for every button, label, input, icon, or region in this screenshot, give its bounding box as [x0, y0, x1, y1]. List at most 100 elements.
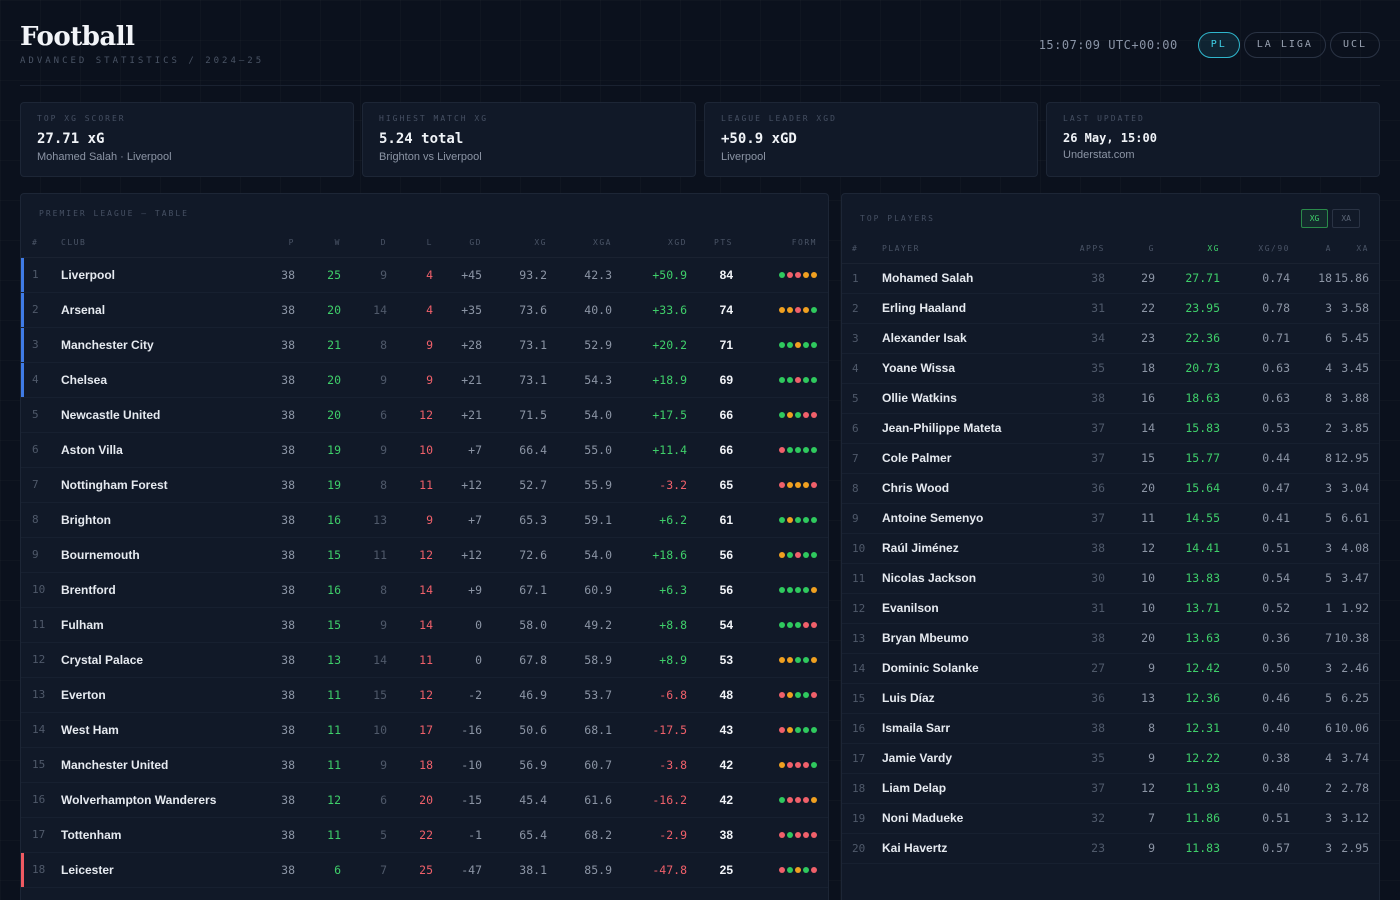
col-form-header[interactable]: FORM — [735, 229, 828, 258]
table-row[interactable]: 18 Leicester 38 6 7 25 -47 38.1 85.9 -47.8 25 — [21, 852, 828, 888]
table-row[interactable]: 8 Brighton 38 16 13 9 +7 65.3 59.1 +6.2 61 — [21, 502, 828, 538]
player-row[interactable]: 4 Yoane Wissa 35 18 20.73 0.63 4 3.45 — [842, 353, 1379, 384]
toggle-xg[interactable]: XG — [1300, 209, 1329, 228]
player-row[interactable]: 17 Jamie Vardy 35 9 12.22 0.38 4 3.74 — [842, 743, 1379, 774]
player-row[interactable]: 18 Liam Delap 37 12 11.93 0.40 2 2.78 — [842, 773, 1379, 804]
club-name[interactable]: West Ham — [61, 712, 251, 748]
table-row[interactable]: 10 Brentford 38 16 8 14 +9 67.1 60.9 +6.3 56 — [21, 572, 828, 608]
club-name[interactable]: Tottenham — [61, 817, 251, 853]
player-name[interactable]: Kai Havertz — [882, 833, 1032, 864]
club-name[interactable]: Aston Villa — [61, 432, 251, 468]
player-name[interactable]: Bryan Mbeumo — [882, 623, 1032, 654]
player-name[interactable]: Alexander Isak — [882, 323, 1032, 354]
table-row[interactable]: 2 Arsenal 38 20 14 4 +35 73.6 40.0 +33.6 74 — [21, 292, 828, 328]
col-d-header[interactable]: D — [343, 229, 389, 258]
player-row[interactable]: 19 Noni Madueke 32 7 11.86 0.51 3 3.12 — [842, 803, 1379, 834]
col-club-header[interactable]: CLUB — [61, 229, 251, 258]
table-row[interactable]: 4 Chelsea 38 20 9 9 +21 73.1 54.3 +18.9 69 — [21, 362, 828, 398]
league-tab-pl[interactable]: PL — [1197, 32, 1240, 58]
player-name[interactable]: Ismaila Sarr — [882, 713, 1032, 744]
col-pos-header[interactable]: # — [21, 229, 61, 258]
player-name[interactable]: Erling Haaland — [882, 293, 1032, 324]
player-row[interactable]: 2 Erling Haaland 31 22 23.95 0.78 3 3.58 — [842, 293, 1379, 324]
player-name[interactable]: Raúl Jiménez — [882, 533, 1032, 564]
player-name[interactable]: Dominic Solanke — [882, 653, 1032, 684]
table-row[interactable]: 17 Tottenham 38 11 5 22 -1 65.4 68.2 -2.9 38 — [21, 817, 828, 853]
player-name[interactable]: Chris Wood — [882, 473, 1032, 504]
col-p-header[interactable]: P — [251, 229, 297, 258]
player-row[interactable]: 1 Mohamed Salah 38 29 27.71 0.74 18 15.86 — [842, 263, 1379, 294]
player-row[interactable]: 8 Chris Wood 36 20 15.64 0.47 3 3.04 — [842, 473, 1379, 504]
league-tab-la-liga[interactable]: LA LIGA — [1243, 32, 1326, 58]
player-row[interactable]: 13 Bryan Mbeumo 38 20 13.63 0.36 7 10.38 — [842, 623, 1379, 654]
table-row[interactable]: 13 Everton 38 11 15 12 -2 46.9 53.7 -6.8 48 — [21, 677, 828, 713]
club-name[interactable]: Manchester City — [61, 327, 251, 363]
player-row[interactable]: 10 Raúl Jiménez 38 12 14.41 0.51 3 4.08 — [842, 533, 1379, 564]
table-row[interactable]: 1 Liverpool 38 25 9 4 +45 93.2 42.3 +50.9 84 — [21, 257, 828, 293]
col-g-header[interactable]: G — [1107, 235, 1157, 264]
col-pts-header[interactable]: PTS — [689, 229, 735, 258]
table-row[interactable]: 5 Newcastle United 38 20 6 12 +21 71.5 54.0 +17.5… — [21, 397, 828, 433]
player-row[interactable]: 12 Evanilson 31 10 13.71 0.52 1 1.92 — [842, 593, 1379, 624]
club-name[interactable]: Manchester United — [61, 747, 251, 783]
table-row[interactable]: 11 Fulham 38 15 9 14 0 58.0 49.2 +8.8 54 — [21, 607, 828, 643]
table-row[interactable]: 16 Wolverhampton Wanderers 38 12 6 20 -15 45.4 6… — [21, 782, 828, 818]
table-row[interactable]: 15 Manchester United 38 11 9 18 -10 56.9 60.7 -3.… — [21, 747, 828, 783]
club-name[interactable]: Newcastle United — [61, 397, 251, 433]
club-name[interactable]: Leicester — [61, 852, 251, 888]
col-apps-header[interactable]: APPS — [1032, 235, 1107, 264]
player-name[interactable]: Luis Díaz — [882, 683, 1032, 714]
player-name[interactable]: Jamie Vardy — [882, 743, 1032, 774]
table-row[interactable]: 14 West Ham 38 11 10 17 -16 50.6 68.1 -17.5 43 — [21, 712, 828, 748]
player-row[interactable]: 16 Ismaila Sarr 38 8 12.31 0.40 6 10.06 — [842, 713, 1379, 744]
table-row[interactable]: 9 Bournemouth 38 15 11 12 +12 72.6 54.0 +18.6 56 — [21, 537, 828, 573]
player-row[interactable]: 5 Ollie Watkins 38 16 18.63 0.63 8 3.88 — [842, 383, 1379, 414]
club-name[interactable]: Nottingham Forest — [61, 467, 251, 503]
player-row[interactable]: 14 Dominic Solanke 27 9 12.42 0.50 3 2.46 — [842, 653, 1379, 684]
col-w-header[interactable]: W — [297, 229, 343, 258]
club-name[interactable]: Wolverhampton Wanderers — [61, 782, 251, 818]
player-name[interactable]: Jean-Philippe Mateta — [882, 413, 1032, 444]
table-row[interactable]: 12 Crystal Palace 38 13 14 11 0 67.8 58.9 +8.9 53 — [21, 642, 828, 678]
player-name[interactable]: Liam Delap — [882, 773, 1032, 804]
col-xa-header[interactable]: XA — [1334, 235, 1379, 264]
player-row[interactable]: 11 Nicolas Jackson 30 10 13.83 0.54 5 3.47 — [842, 563, 1379, 594]
club-name[interactable]: Chelsea — [61, 362, 251, 398]
col-rank-header[interactable]: # — [842, 235, 882, 264]
player-name[interactable]: Mohamed Salah — [882, 263, 1032, 294]
player-name[interactable]: Nicolas Jackson — [882, 563, 1032, 594]
player-row[interactable]: 9 Antoine Semenyo 37 11 14.55 0.41 5 6.61 — [842, 503, 1379, 534]
col-xgd-header[interactable]: XGD — [614, 229, 689, 258]
col-player-header[interactable]: PLAYER — [882, 235, 1032, 264]
club-name[interactable]: Bournemouth — [61, 537, 251, 573]
player-name[interactable]: Ollie Watkins — [882, 383, 1032, 414]
club-name[interactable]: Arsenal — [61, 292, 251, 328]
club-name[interactable]: Brentford — [61, 572, 251, 608]
col-xg90-header[interactable]: XG/90 — [1222, 235, 1292, 264]
player-name[interactable]: Evanilson — [882, 593, 1032, 624]
club-name[interactable]: Liverpool — [61, 257, 251, 293]
col-a-header[interactable]: A — [1292, 235, 1334, 264]
player-row[interactable]: 7 Cole Palmer 37 15 15.77 0.44 8 12.95 — [842, 443, 1379, 474]
toggle-xa[interactable]: XA — [1332, 209, 1360, 228]
league-tab-ucl[interactable]: UCL — [1329, 32, 1380, 58]
player-name[interactable]: Antoine Semenyo — [882, 503, 1032, 534]
col-l-header[interactable]: L — [389, 229, 435, 258]
table-row[interactable]: 7 Nottingham Forest 38 19 8 11 +12 52.7 55.9 -3.2… — [21, 467, 828, 503]
table-row[interactable]: 3 Manchester City 38 21 8 9 +28 73.1 52.9 +20.2 71 — [21, 327, 828, 363]
player-name[interactable]: Noni Madueke — [882, 803, 1032, 834]
player-row[interactable]: 3 Alexander Isak 34 23 22.36 0.71 6 5.45 — [842, 323, 1379, 354]
col-xg-header[interactable]: XG — [1157, 235, 1222, 264]
player-row[interactable]: 15 Luis Díaz 36 13 12.36 0.46 5 6.25 — [842, 683, 1379, 714]
club-name[interactable]: Fulham — [61, 607, 251, 643]
player-name[interactable]: Cole Palmer — [882, 443, 1032, 474]
col-gd-header[interactable]: GD — [435, 229, 484, 258]
col-xga-header[interactable]: XGA — [549, 229, 614, 258]
table-row[interactable]: 6 Aston Villa 38 19 9 10 +7 66.4 55.0 +11.4 66 — [21, 432, 828, 468]
club-name[interactable]: Crystal Palace — [61, 642, 251, 678]
player-row[interactable]: 6 Jean-Philippe Mateta 37 14 15.83 0.53 2 3.85 — [842, 413, 1379, 444]
player-row[interactable]: 20 Kai Havertz 23 9 11.83 0.57 3 2.95 — [842, 833, 1379, 864]
club-name[interactable]: Brighton — [61, 502, 251, 538]
club-name[interactable]: Everton — [61, 677, 251, 713]
col-xg-header[interactable]: XG — [484, 229, 549, 258]
